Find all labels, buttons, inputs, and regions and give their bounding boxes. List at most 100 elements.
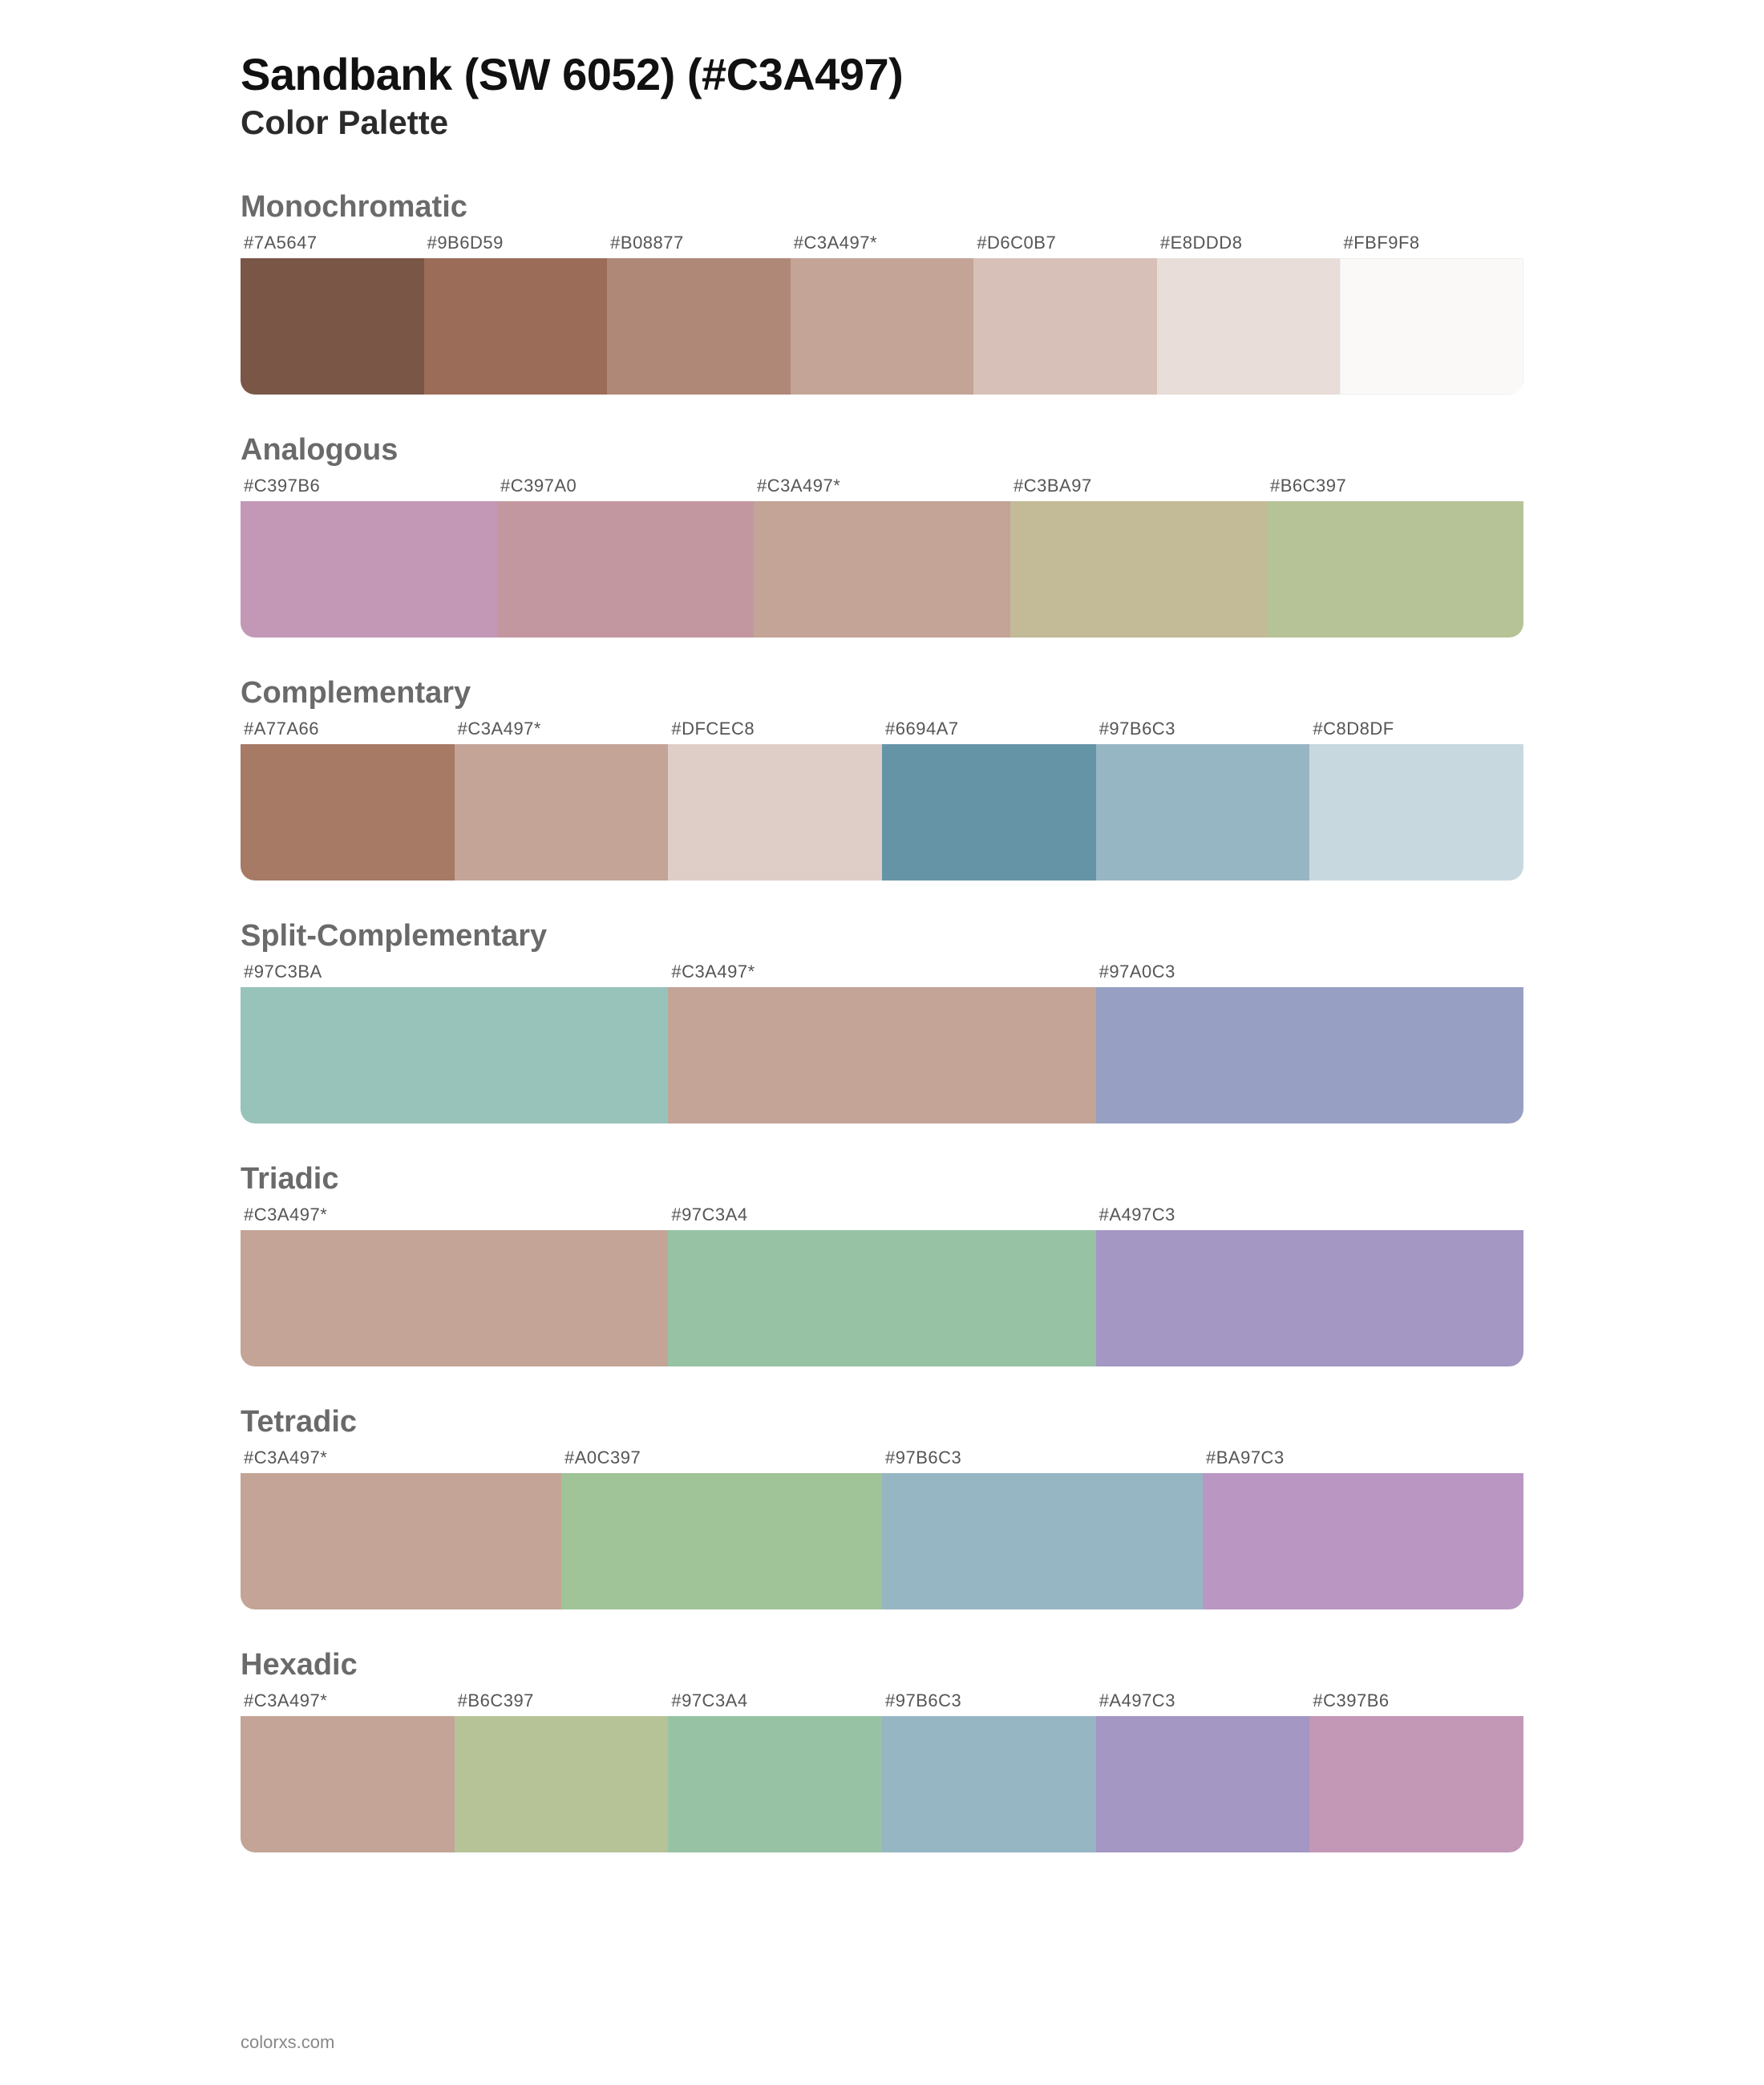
- swatch-hex-label: #97A0C3: [1096, 962, 1523, 987]
- swatch-color[interactable]: [1010, 501, 1267, 638]
- swatch-cell: #97C3A4: [668, 1690, 882, 1852]
- swatch-color[interactable]: [1096, 1230, 1523, 1366]
- swatch-color[interactable]: [973, 258, 1157, 395]
- swatch-color[interactable]: [754, 501, 1010, 638]
- swatch-color[interactable]: [455, 744, 669, 881]
- swatch-hex-label: #9B6D59: [424, 233, 608, 258]
- swatch-color[interactable]: [668, 1716, 882, 1852]
- swatch-hex-label: #6694A7: [882, 719, 1096, 744]
- swatch-cell: #C3A497*: [754, 476, 1010, 638]
- swatch-cell: #DFCEC8: [668, 719, 882, 881]
- swatch-cell: #D6C0B7: [973, 233, 1157, 395]
- swatch-hex-label: #D6C0B7: [973, 233, 1157, 258]
- swatch-color[interactable]: [882, 1473, 1203, 1609]
- swatch-cell: #7A5647: [241, 233, 424, 395]
- swatch-cell: #B6C397: [455, 1690, 669, 1852]
- swatch-hex-label: #B6C397: [1267, 476, 1523, 501]
- swatch-color[interactable]: [241, 258, 424, 395]
- swatch-cell: #C397A0: [497, 476, 754, 638]
- swatch-cell: #BA97C3: [1203, 1447, 1523, 1609]
- page-subtitle: Color Palette: [241, 103, 1523, 142]
- swatch-color[interactable]: [1309, 744, 1523, 881]
- swatch-cell: #97B6C3: [882, 1690, 1096, 1852]
- swatch-hex-label: #C397B6: [1309, 1690, 1523, 1716]
- swatch-hex-label: #B6C397: [455, 1690, 669, 1716]
- swatch-row: #C3A497*#97C3A4#A497C3: [241, 1204, 1523, 1366]
- swatch-color[interactable]: [1096, 744, 1310, 881]
- palette-title: Tetradic: [241, 1405, 1523, 1439]
- swatch-hex-label: #97B6C3: [1096, 719, 1310, 744]
- swatch-color[interactable]: [455, 1716, 669, 1852]
- swatch-color[interactable]: [607, 258, 791, 395]
- swatch-cell: #C397B6: [241, 476, 497, 638]
- swatch-hex-label: #97B6C3: [882, 1447, 1203, 1473]
- swatch-cell: #C3A497*: [455, 719, 669, 881]
- swatch-color[interactable]: [791, 258, 974, 395]
- palette-section: Analogous#C397B6#C397A0#C3A497*#C3BA97#B…: [241, 433, 1523, 638]
- swatch-color[interactable]: [1157, 258, 1341, 395]
- swatch-color[interactable]: [424, 258, 608, 395]
- swatch-cell: #C3A497*: [241, 1690, 455, 1852]
- swatch-color[interactable]: [1267, 501, 1523, 638]
- swatch-hex-label: #A77A66: [241, 719, 455, 744]
- swatch-cell: #A0C397: [561, 1447, 882, 1609]
- swatch-row: #7A5647#9B6D59#B08877#C3A497*#D6C0B7#E8D…: [241, 233, 1523, 395]
- swatch-cell: #C3A497*: [241, 1447, 561, 1609]
- swatch-color[interactable]: [1309, 1716, 1523, 1852]
- swatch-color[interactable]: [668, 1230, 1095, 1366]
- swatch-hex-label: #C397B6: [241, 476, 497, 501]
- swatch-hex-label: #A497C3: [1096, 1204, 1523, 1230]
- swatch-color[interactable]: [241, 744, 455, 881]
- swatch-hex-label: #7A5647: [241, 233, 424, 258]
- swatch-hex-label: #C3A497*: [241, 1690, 455, 1716]
- swatch-cell: #9B6D59: [424, 233, 608, 395]
- swatch-hex-label: #97C3BA: [241, 962, 668, 987]
- palette-title: Split-Complementary: [241, 919, 1523, 953]
- swatch-color[interactable]: [241, 1716, 455, 1852]
- swatch-color[interactable]: [241, 1473, 561, 1609]
- swatch-cell: #97B6C3: [882, 1447, 1203, 1609]
- swatch-color[interactable]: [241, 501, 497, 638]
- swatch-hex-label: #97C3A4: [668, 1204, 1095, 1230]
- swatch-color[interactable]: [241, 1230, 668, 1366]
- swatch-row: #C3A497*#A0C397#97B6C3#BA97C3: [241, 1447, 1523, 1609]
- swatch-color[interactable]: [1203, 1473, 1523, 1609]
- swatch-hex-label: #C3A497*: [241, 1447, 561, 1473]
- swatch-cell: #6694A7: [882, 719, 1096, 881]
- swatch-hex-label: #A0C397: [561, 1447, 882, 1473]
- swatch-hex-label: #97B6C3: [882, 1690, 1096, 1716]
- swatch-hex-label: #BA97C3: [1203, 1447, 1523, 1473]
- swatch-row: #97C3BA#C3A497*#97A0C3: [241, 962, 1523, 1123]
- swatch-cell: #FBF9F8: [1340, 233, 1523, 395]
- swatch-color[interactable]: [497, 501, 754, 638]
- swatch-hex-label: #E8DDD8: [1157, 233, 1341, 258]
- swatch-color[interactable]: [1096, 1716, 1310, 1852]
- swatch-color[interactable]: [668, 744, 882, 881]
- swatch-color[interactable]: [241, 987, 668, 1123]
- swatch-row: #A77A66#C3A497*#DFCEC8#6694A7#97B6C3#C8D…: [241, 719, 1523, 881]
- swatch-hex-label: #FBF9F8: [1340, 233, 1523, 258]
- swatch-color[interactable]: [668, 987, 1095, 1123]
- swatch-color[interactable]: [1096, 987, 1523, 1123]
- swatch-cell: #97B6C3: [1096, 719, 1310, 881]
- palette-section: Monochromatic #7A5647#9B6D59#B08877#C3A49…: [241, 190, 1523, 395]
- swatch-color[interactable]: [1340, 258, 1523, 395]
- palette-section: Triadic#C3A497*#97C3A4#A497C3: [241, 1162, 1523, 1366]
- swatch-cell: #C397B6: [1309, 1690, 1523, 1852]
- page-title: Sandbank (SW 6052) (#C3A497): [241, 48, 1523, 100]
- swatch-cell: #97C3A4: [668, 1204, 1095, 1366]
- palette-title: Monochromatic: [241, 190, 1523, 225]
- palette-section: Complementary #A77A66#C3A497*#DFCEC8#6694…: [241, 676, 1523, 881]
- swatch-cell: #E8DDD8: [1157, 233, 1341, 395]
- swatch-hex-label: #C397A0: [497, 476, 754, 501]
- swatch-hex-label: #B08877: [607, 233, 791, 258]
- swatch-hex-label: #C3BA97: [1010, 476, 1267, 501]
- swatch-color[interactable]: [882, 744, 1096, 881]
- swatch-hex-label: #C3A497*: [668, 962, 1095, 987]
- swatch-cell: #C3A497*: [241, 1204, 668, 1366]
- swatch-cell: #97A0C3: [1096, 962, 1523, 1123]
- swatch-color[interactable]: [882, 1716, 1096, 1852]
- swatch-color[interactable]: [561, 1473, 882, 1609]
- palette-title: Complementary: [241, 676, 1523, 711]
- swatch-cell: #C3A497*: [791, 233, 974, 395]
